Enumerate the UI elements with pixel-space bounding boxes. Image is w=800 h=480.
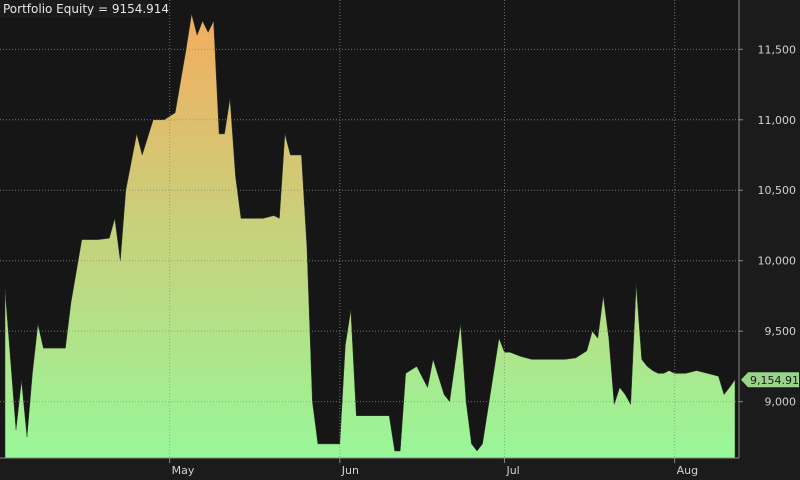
x-tick-label: May: [172, 464, 195, 477]
overlay-grid: [0, 0, 739, 458]
header-title: Portfolio Equity = 9154.914: [3, 2, 169, 16]
last-value-badge-shape: [741, 372, 799, 388]
header-bg: [0, 0, 152, 17]
last-value-badge: 9,154.91: [741, 372, 799, 388]
header-separator: =: [94, 2, 112, 16]
y-tick-label: 9,500: [765, 325, 797, 338]
y-tick-label: 10,000: [758, 255, 797, 268]
x-axis-labels: May Jun Jul Aug: [169, 458, 698, 477]
equity-area: [4, 14, 736, 459]
y-tick-label: 11,500: [758, 43, 797, 56]
y-tick-label: 11,000: [758, 114, 797, 127]
y-axis-labels: 9,000 9,500 10,000 10,500 11,000 11,500: [739, 43, 797, 409]
x-tick-label: Jul: [505, 464, 519, 477]
header-value: 9154.914: [112, 2, 169, 16]
last-value-badge-text: 9,154.91: [750, 374, 799, 387]
header-label: Portfolio Equity: [3, 2, 94, 16]
y-tick-label: 10,500: [758, 184, 797, 197]
x-tick-label: Jun: [341, 464, 359, 477]
y-tick-label: 9,000: [765, 396, 797, 409]
x-tick-label: Aug: [677, 464, 698, 477]
